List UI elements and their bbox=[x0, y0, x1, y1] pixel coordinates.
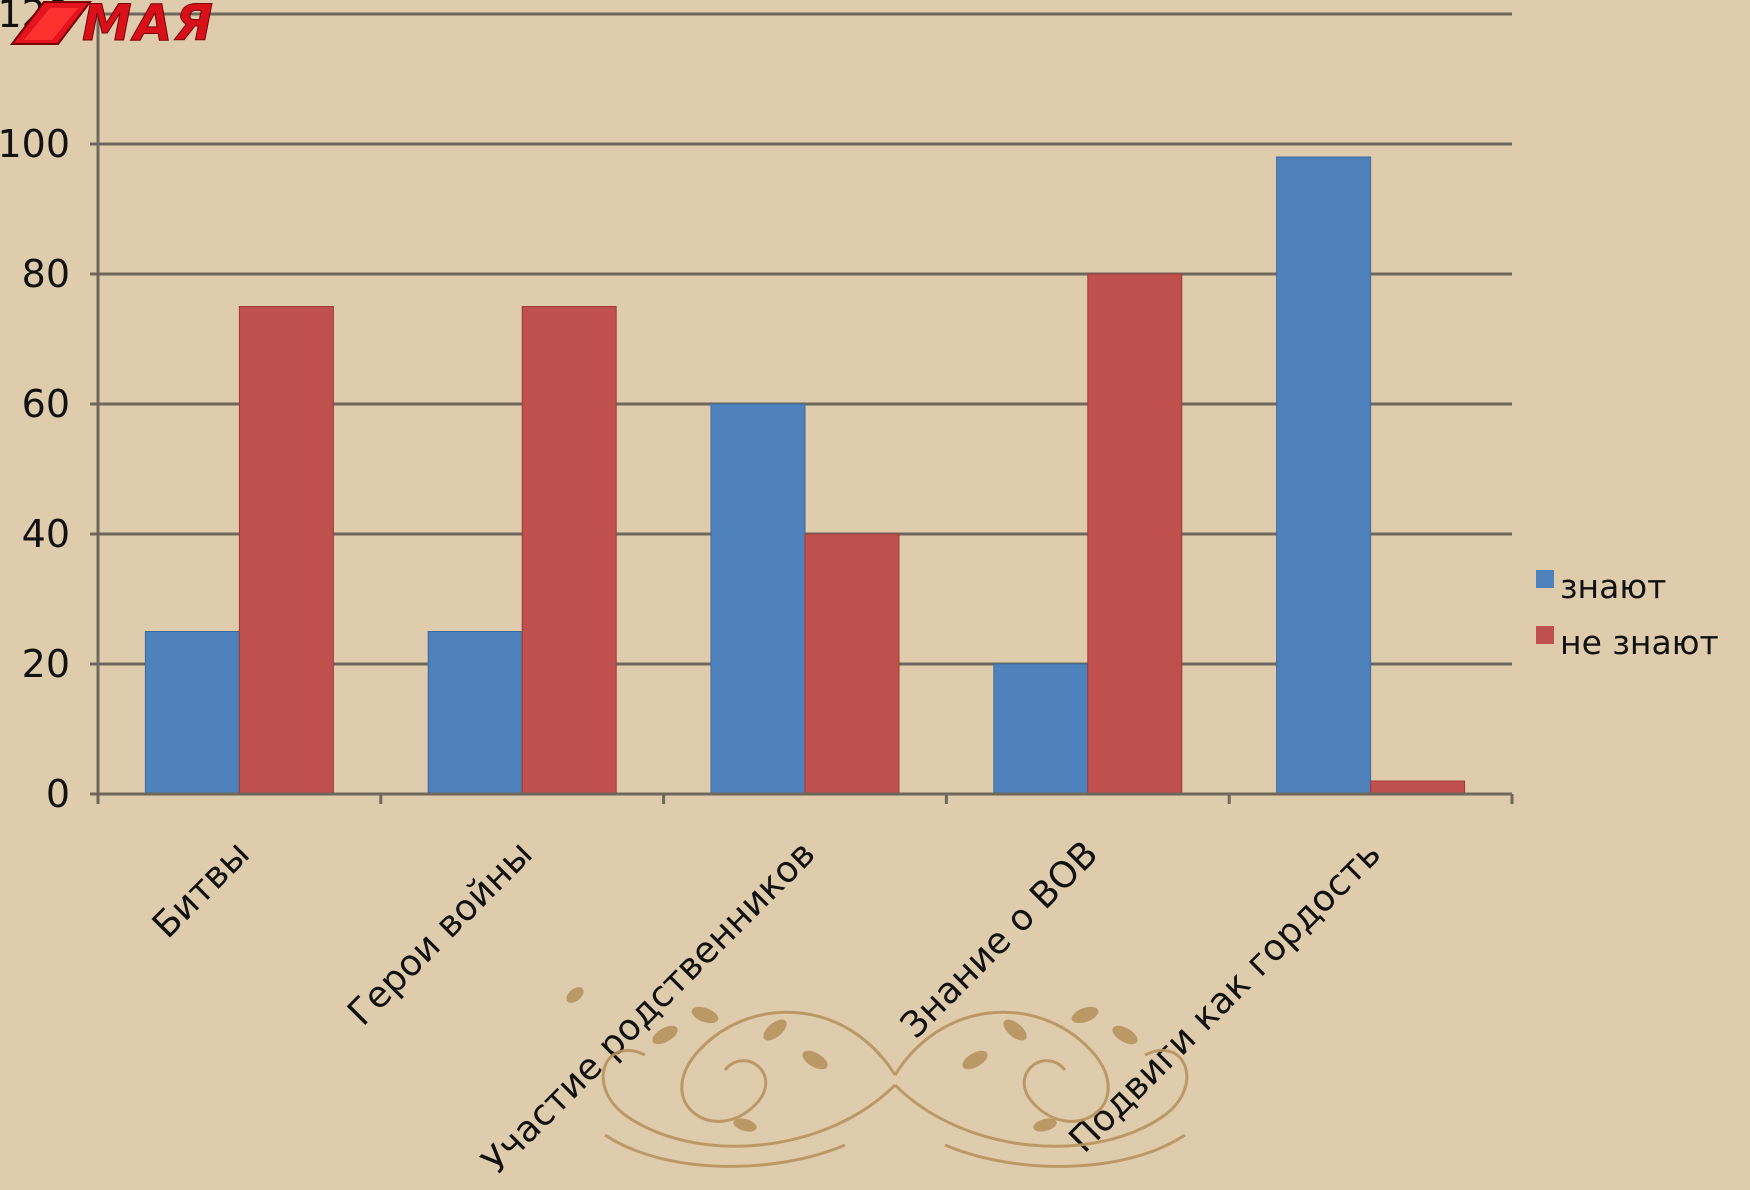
floral-ornament-icon bbox=[566, 987, 1189, 1168]
y-tick-labels: 020406080100120 bbox=[0, 0, 70, 816]
legend-item-dont-know: не знают bbox=[1536, 614, 1719, 670]
bar-know bbox=[144, 631, 240, 795]
bar-know bbox=[710, 403, 806, 795]
y-tick-label: 80 bbox=[22, 252, 70, 296]
y-tick-label: 60 bbox=[22, 382, 70, 426]
x-tick-label: Герои войны bbox=[340, 833, 540, 1033]
logo-text: МАЯ bbox=[82, 0, 215, 53]
bar-know bbox=[1276, 156, 1372, 795]
bar-dont-know bbox=[238, 306, 334, 795]
bar-know bbox=[993, 663, 1089, 795]
legend-swatch-dont-know bbox=[1536, 626, 1554, 644]
legend-item-know: знают bbox=[1536, 558, 1719, 614]
bar-dont-know bbox=[1370, 780, 1466, 795]
bar-dont-know bbox=[1087, 273, 1183, 795]
axes bbox=[90, 12, 1514, 804]
x-tick-label: Битвы bbox=[145, 833, 258, 946]
may-logo: МАЯ bbox=[4, 0, 224, 56]
y-tick-label: 20 bbox=[22, 642, 70, 686]
y-tick-label: 100 bbox=[0, 122, 70, 166]
bars bbox=[144, 156, 1466, 795]
legend: знают не знают bbox=[1536, 558, 1719, 670]
legend-label-know: знают bbox=[1560, 566, 1667, 606]
bar-know bbox=[427, 631, 523, 795]
y-tick-label: 0 bbox=[46, 772, 70, 816]
legend-swatch-know bbox=[1536, 570, 1554, 588]
bar-dont-know bbox=[804, 533, 900, 795]
bar-dont-know bbox=[521, 306, 617, 795]
legend-label-dont-know: не знают bbox=[1560, 622, 1719, 662]
y-tick-label: 40 bbox=[22, 512, 70, 556]
flag-icon bbox=[9, 1, 93, 45]
